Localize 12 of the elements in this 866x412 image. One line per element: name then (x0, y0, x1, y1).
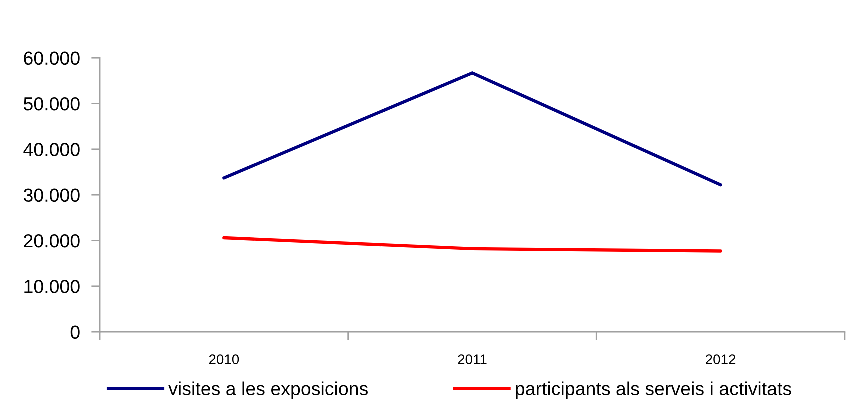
x-tick-label: 2010 (209, 354, 240, 364)
y-tick-label: 60.000 (24, 52, 80, 66)
legend-label: visites a les exposicions (168, 382, 368, 400)
y-tick-label: 30.000 (24, 188, 80, 202)
y-tick-label: 50.000 (24, 97, 80, 111)
x-tick-label: 2012 (706, 354, 736, 364)
x-tick-label: 2011 (458, 354, 487, 364)
y-tick-label: 10.000 (24, 280, 80, 294)
y-tick-label: 0 (70, 326, 80, 340)
y-tick-label: 40.000 (24, 143, 80, 156)
legend-label: participants als serveis i activitats (516, 382, 792, 400)
y-tick-label: 20.000 (24, 234, 80, 248)
